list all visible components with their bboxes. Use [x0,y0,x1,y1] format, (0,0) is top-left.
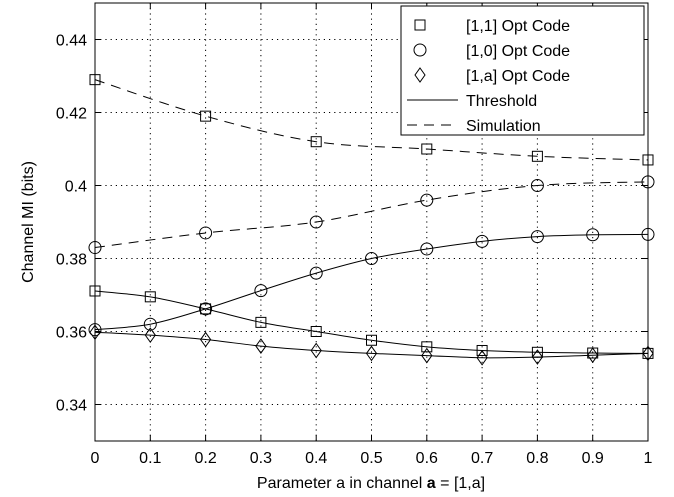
square-marker [255,316,267,328]
circle-marker [420,193,434,207]
square-marker [200,303,212,315]
tick-labels: 0 0.1 0.2 0.3 0.4 0.5 0.6 0.7 0.8 0.9 1 0.34 0.36 0.3… [56,33,653,468]
x-axis-title-bold: a [427,475,436,492]
square-marker [414,19,426,31]
legend-label: [1,a] Opt Code [466,68,570,85]
x-tick-label: 0 [91,450,100,467]
square-marker [310,326,322,337]
circle-marker [199,302,213,316]
x-tick-label: 1 [644,450,653,467]
series-line [94,233,649,331]
series-line [94,79,649,161]
diamond-marker [414,67,426,83]
square-marker [531,150,543,162]
circle-marker [199,226,213,240]
diamond-marker [310,342,322,359]
legend-label: Simulation [466,118,541,135]
circle-marker [530,179,544,192]
y-tick-label: 0.36 [56,325,87,342]
series-line [94,290,649,354]
series-line [94,331,649,359]
ticks [94,3,649,441]
diamond-marker [587,347,599,364]
circle-marker [309,266,323,280]
circle-marker [530,230,544,244]
diamond-marker [531,349,544,365]
x-axis-title: Parameter a in channel a = [1,a] [257,475,485,492]
x-tick-label: 0.8 [526,450,548,467]
y-axis-title: Channel MI (bits) [20,161,37,283]
y-tick-label: 0.44 [56,33,87,50]
x-tick-label: 0.1 [139,450,161,467]
circle-marker [309,215,323,229]
series-line [94,181,649,249]
square-marker [476,344,488,356]
x-tick-label: 0.9 [582,450,604,467]
diamond-marker [144,327,156,344]
series [89,285,654,359]
circle-marker [420,242,434,256]
legend-label: Threshold [466,93,537,110]
y-tick-label: 0.42 [56,106,87,123]
circle-marker [254,284,268,298]
diamond-marker [365,345,378,362]
diamond-marker [476,349,488,366]
y-tick-label: 0.4 [65,179,87,196]
square-marker [144,291,156,303]
square-marker [310,136,322,148]
square-marker [200,110,212,122]
diamond-marker [199,331,212,348]
x-tick-label: 0.6 [416,450,438,467]
diamond-marker [255,338,267,354]
square-marker [421,341,433,353]
x-tick-label: 0.3 [250,450,272,467]
x-tick-label: 0.5 [360,450,382,467]
series [88,175,655,255]
x-axis-title-prefix: Parameter a in channel [257,475,427,492]
legend-label: [1,0] Opt Code [466,43,570,60]
y-tick-label: 0.38 [56,252,87,269]
diamond-marker [421,347,433,364]
legend: [1,1] Opt Code [1,0] Opt Code [1,a] Opt Co… [400,5,645,136]
circle-marker [143,317,157,331]
x-tick-label: 0.2 [194,450,216,467]
x-axis-title-suffix: = [1,a] [436,475,485,492]
square-marker [421,143,433,155]
circle-marker [586,228,600,242]
series [88,227,655,337]
circle-marker [475,234,489,248]
circle-marker [365,252,378,265]
circle-marker [413,43,427,57]
legend-box [400,5,645,136]
x-tick-label: 0.7 [471,450,493,467]
x-tick-label: 0.4 [305,450,327,467]
y-tick-label: 0.34 [56,398,87,415]
legend-label: [1,1] Opt Code [466,18,570,35]
square-marker [366,334,377,346]
